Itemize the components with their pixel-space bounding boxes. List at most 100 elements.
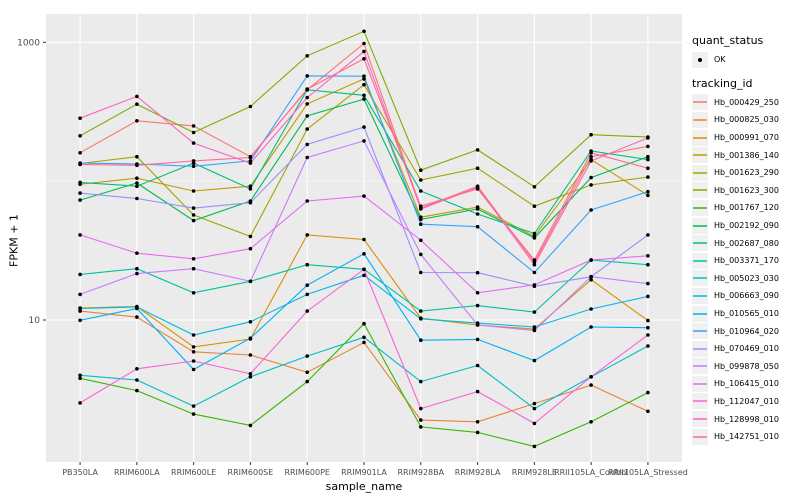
series-point-Hb_001623_290 [362,82,366,87]
line-swatch-icon [693,435,707,438]
legend-entry-Hb_006663_090: Hb_006663_090 [692,287,798,305]
series-point-Hb_000991_070 [191,345,196,349]
legend-entry-Hb_070469_010: Hb_070469_010 [692,340,798,358]
series-point-Hb_002192_090 [362,97,366,101]
series-point-Hb_000429_250 [78,151,82,155]
series-point-Hb_000991_070 [305,233,310,237]
series-point-Hb_005023_030 [78,373,82,378]
legend-entry-label: Hb_000991_070 [714,133,779,143]
series-point-Hb_070469_010 [646,233,650,237]
series-point-Hb_002192_090 [305,114,310,118]
legend-entry-label: Hb_000825_030 [714,115,779,125]
legend-title-tracking-id: tracking_id [692,76,753,90]
legend-entry-Hb_099878_050: Hb_099878_050 [692,358,798,376]
series-point-Hb_070469_010 [135,196,139,201]
series-point-Hb_142751_010 [248,155,253,160]
series-point-Hb_002192_090 [475,207,480,211]
legend-entry-Hb_142751_010: Hb_142751_010 [692,428,798,446]
series-point-Hb_001623_300 [305,54,310,58]
series-point-Hb_112047_010 [532,421,537,426]
legend-entry-label: Hb_001623_300 [714,185,779,195]
series-point-Hb_003371_170 [78,272,82,277]
series-point-Hb_003371_170 [646,262,650,267]
legend-entry-label: Hb_001386_140 [714,150,779,160]
series-point-Hb_099878_050 [362,139,366,143]
series-point-Hb_000429_250 [191,124,196,128]
series-point-Hb_003371_170 [419,309,423,313]
legend-key-line [692,111,708,128]
legend-entry-label: Hb_001767_120 [714,203,779,213]
line-swatch-icon [693,418,707,421]
series-point-Hb_001623_290 [419,178,423,182]
series-point-Hb_001623_300 [191,130,196,135]
point-icon [698,57,702,62]
legend-entry-label: Hb_128998_010 [714,414,779,424]
series-point-Hb_002687_080 [135,184,139,188]
series-point-Hb_000825_030 [191,350,196,354]
legend-entry-Hb_001623_300: Hb_001623_300 [692,182,798,200]
series-point-Hb_099878_050 [419,252,423,257]
series-point-Hb_010565_010 [532,358,537,363]
legend-entry-label: Hb_142751_010 [714,432,779,442]
series-point-Hb_002687_080 [248,187,253,191]
series-point-Hb_128998_010 [248,161,253,165]
series-point-Hb_000825_030 [135,315,139,319]
series-point-Hb_099878_050 [135,271,139,276]
series-point-Hb_142751_010 [362,57,366,61]
legend-entry-Hb_112047_010: Hb_112047_010 [692,393,798,411]
legend-key-line [692,217,708,234]
legend-key-point [692,51,708,68]
series-point-Hb_000991_070 [362,237,366,242]
legend: quant_status OK tracking_id Hb_000429_25… [692,28,798,445]
series-point-Hb_000825_030 [419,418,423,422]
series-point-Hb_112047_010 [475,389,480,394]
series-point-Hb_106415_010 [419,238,423,243]
series-point-Hb_001767_120 [646,390,650,395]
x-tick-label: RRII105LA_Stressed [608,468,688,477]
series-point-Hb_000429_250 [646,144,650,149]
series-point-Hb_003371_170 [475,303,480,308]
series-point-Hb_001767_120 [135,388,139,393]
y-tick-label: 1000 [17,38,40,48]
x-tick-label: RRIM600LA [114,468,160,477]
x-tick-label: RRIM600PE [284,468,330,477]
line-swatch-icon [693,312,707,315]
legend-entry-label: Hb_070469_010 [714,344,779,354]
series-point-Hb_006663_090 [532,325,537,329]
legend-key-line [692,411,708,428]
series-point-Hb_005023_030 [248,375,253,379]
legend-entry-Hb_010565_010: Hb_010565_010 [692,305,798,323]
series-point-Hb_112047_010 [362,267,366,272]
x-tick-label: RRIM928BA [397,468,444,477]
series-point-Hb_001767_120 [305,379,310,384]
series-point-Hb_001767_120 [532,444,537,449]
series-point-Hb_001386_140 [362,77,366,81]
legend-key-line [692,199,708,216]
series-point-Hb_142751_010 [191,159,196,163]
legend-key-line [692,287,708,304]
legend-key-line [692,129,708,146]
series-point-Hb_010565_010 [646,325,650,330]
series-point-Hb_002687_080 [532,231,537,236]
series-point-Hb_112047_010 [589,375,593,379]
series-point-Hb_070469_010 [419,270,423,275]
series-point-Hb_010964_020 [589,208,593,212]
legend-key-line [692,393,708,410]
legend-key-line [692,252,708,269]
legend-entry-label: Hb_099878_050 [714,361,779,371]
series-point-Hb_142751_010 [589,151,593,155]
series-point-Hb_001623_300 [78,134,82,138]
legend-entry-Hb_003371_170: Hb_003371_170 [692,252,798,270]
series-point-Hb_142751_010 [78,162,82,167]
legend-entry-label: Hb_106415_010 [714,379,779,389]
line-swatch-icon [693,118,707,121]
series-point-Hb_000429_250 [589,154,593,159]
legend-entry-Hb_010964_020: Hb_010964_020 [692,322,798,340]
series-point-Hb_106415_010 [475,291,480,295]
series-point-Hb_001767_120 [475,430,480,435]
line-swatch-icon [693,206,707,209]
legend-entry-label: Hb_001623_290 [714,168,779,178]
series-point-Hb_112047_010 [78,401,82,405]
series-point-Hb_000991_070 [646,318,650,323]
